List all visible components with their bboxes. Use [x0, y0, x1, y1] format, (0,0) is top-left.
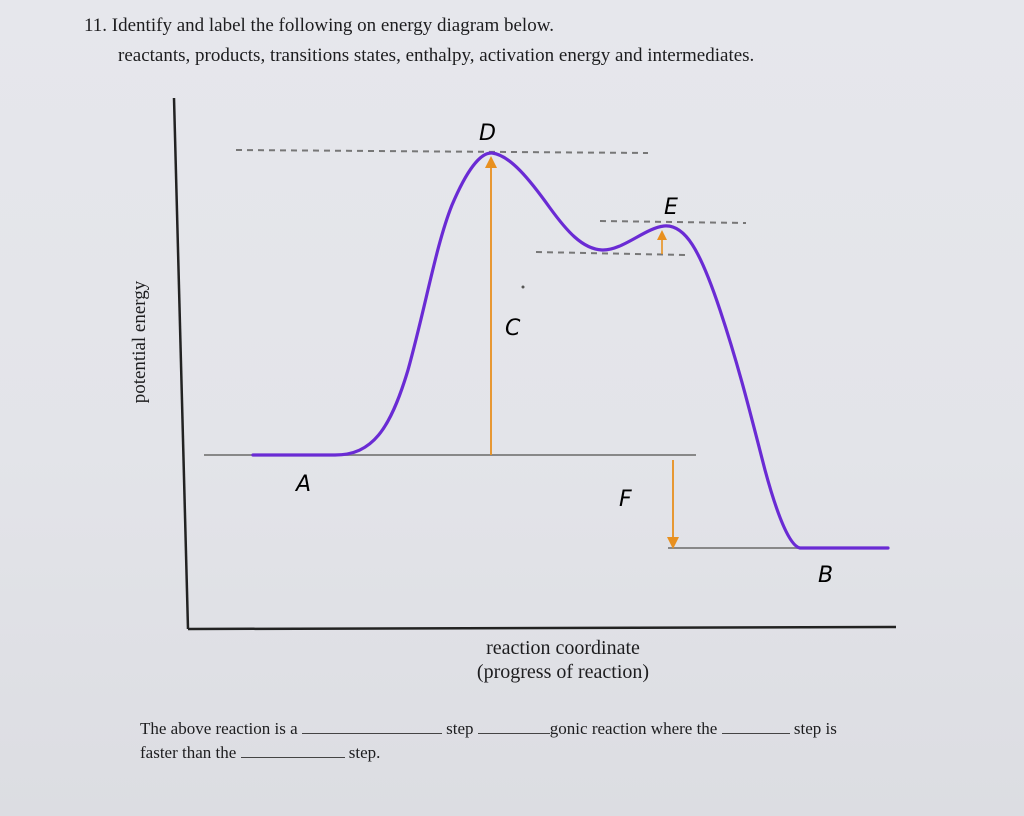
- activation-energy-arrowhead: [485, 156, 497, 168]
- fill-in-text-3: gonic reaction where the: [549, 719, 718, 738]
- y-axis: [172, 97, 190, 630]
- fill-in-sentence-line1: The above reaction is a step gonic react…: [140, 719, 837, 739]
- label-B: B: [818, 563, 833, 588]
- x-axis: [187, 625, 897, 631]
- label-C: C: [505, 316, 521, 341]
- fill-in-text-2: step: [446, 719, 474, 738]
- label-F: F: [619, 487, 632, 512]
- fill-in-text-4: step is: [793, 719, 837, 738]
- answer-blank-2[interactable]: [477, 732, 550, 734]
- answer-blank-3[interactable]: [721, 732, 790, 734]
- fill-in-sentence-line2: faster than the step.: [140, 743, 380, 763]
- dashed-line-ts2: [599, 220, 747, 224]
- y-axis-label: potential energy: [129, 280, 150, 404]
- answer-blank-4[interactable]: [240, 756, 345, 758]
- label-A: A: [294, 472, 311, 497]
- question-subtitle: reactants, products, transitions states,…: [118, 45, 755, 66]
- dashed-line-ts1: [235, 149, 649, 154]
- x-axis-label: reaction coordinate (progress of reactio…: [458, 636, 668, 684]
- energy-curve: [251, 151, 890, 550]
- stray-dot: [521, 285, 525, 289]
- enthalpy-arrowhead: [667, 537, 679, 549]
- answer-blank-1[interactable]: [301, 732, 442, 734]
- ts2-arrowhead: [657, 230, 667, 240]
- question-title: 11. Identify and label the following on …: [84, 15, 554, 36]
- x-axis-label-line2: (progress of reaction): [476, 661, 650, 683]
- fill-in-text-5: faster than the: [140, 743, 237, 762]
- x-axis-label-line1: reaction coordinate: [486, 637, 640, 659]
- label-D: D: [479, 121, 496, 146]
- fill-in-text-6: step.: [348, 743, 381, 762]
- label-E: E: [664, 195, 678, 220]
- fill-in-text-1: The above reaction is a: [140, 719, 298, 738]
- dashed-line-intermediate: [535, 251, 687, 256]
